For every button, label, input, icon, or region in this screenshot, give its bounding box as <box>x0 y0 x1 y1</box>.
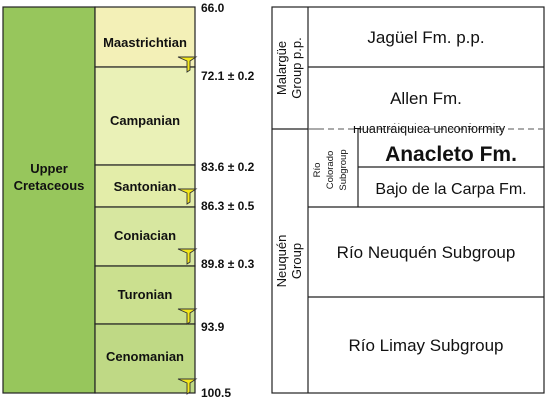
series-label-line2: Cretaceous <box>14 178 85 193</box>
stage-label-cenomanian: Cenomanian <box>106 349 184 364</box>
stage-column <box>94 6 196 394</box>
gssp-golden-spike-icon <box>177 248 198 265</box>
age-label-93: 93.9 <box>201 320 225 334</box>
stage-box-santonian <box>94 164 196 208</box>
subgroup-label-rio-colorado-line2: Colorado <box>325 151 336 190</box>
stage-box-coniacian <box>94 206 196 267</box>
group-label-neuquen-line2: Group <box>289 243 304 279</box>
gssp-golden-spike-icon <box>177 188 198 205</box>
stage-label-maastrichtian: Maastrichtian <box>103 35 187 50</box>
gssp-markers <box>177 56 198 395</box>
stage-label-turonian: Turonian <box>118 287 173 302</box>
unit-label-anacleto: Anacleto Fm. <box>385 143 517 166</box>
age-label-86: 86.3 ± 0.5 <box>201 199 255 213</box>
series-label-line1: Upper <box>30 161 68 176</box>
stage-label-santonian: Santonian <box>114 179 177 194</box>
age-label-72: 72.1 ± 0.2 <box>201 69 255 83</box>
age-label-83: 83.6 ± 0.2 <box>201 160 255 174</box>
stage-box-cenomanian <box>94 323 196 394</box>
group-label-malargue-line2: Group p.p. <box>289 37 304 98</box>
unit-label-allen: Allen Fm. <box>390 89 462 108</box>
gssp-golden-spike-icon <box>177 378 198 395</box>
age-label-89: 89.8 ± 0.3 <box>201 257 255 271</box>
stage-box-campanian <box>94 66 196 166</box>
age-label-66: 66.0 <box>201 1 225 15</box>
gssp-golden-spike-icon <box>177 56 198 73</box>
series-column <box>2 6 96 394</box>
stage-label-coniacian: Coniacian <box>114 228 176 243</box>
subgroup-label-rio-colorado-line3: Subgroup <box>338 149 349 190</box>
age-label-100: 100.5 <box>201 386 231 400</box>
litho-frame <box>271 6 545 394</box>
unit-label-rio-limay: Río Limay Subgroup <box>349 336 504 355</box>
unit-label-jaguel: Jagüel Fm. p.p. <box>367 28 484 47</box>
unit-label-rio-neuquen: Río Neuquén Subgroup <box>337 243 516 262</box>
gssp-golden-spike-icon <box>177 308 198 325</box>
unit-label-bajo-carpa: Bajo de la Carpa Fm. <box>375 181 526 198</box>
group-label-malargue-line1: Malargüe <box>274 41 289 95</box>
stage-label-campanian: Campanian <box>110 113 180 128</box>
subgroup-label-rio-colorado-line1: Río <box>312 163 323 178</box>
group-label-neuquen-line1: Neuquén <box>274 235 289 288</box>
